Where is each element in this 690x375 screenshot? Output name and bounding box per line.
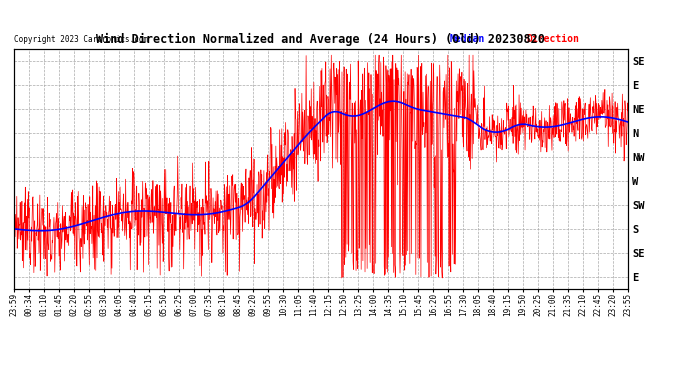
- Text: Median: Median: [450, 34, 485, 44]
- Text: Direction: Direction: [526, 34, 580, 44]
- Title: Wind Direction Normalized and Average (24 Hours) (Old) 20230820: Wind Direction Normalized and Average (2…: [97, 33, 545, 46]
- Text: Copyright 2023 Cartronics.com: Copyright 2023 Cartronics.com: [14, 35, 148, 44]
